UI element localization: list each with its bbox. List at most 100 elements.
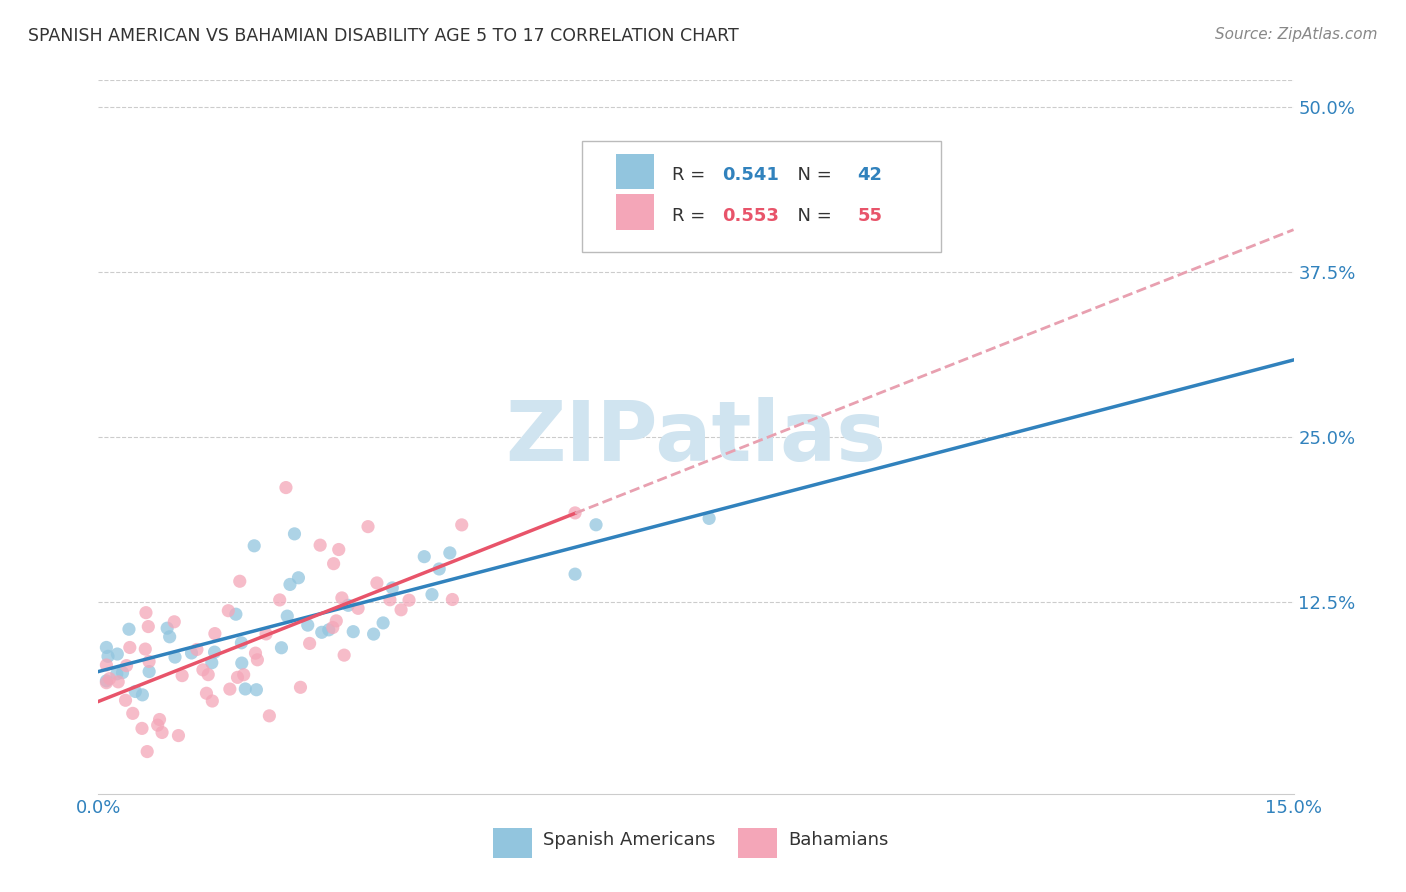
Point	[246, 653, 269, 667]
Point	[180, 646, 202, 660]
Point	[325, 614, 347, 628]
Point	[585, 517, 607, 532]
Point	[274, 481, 297, 495]
Point	[218, 682, 240, 697]
Point	[204, 645, 226, 659]
Text: N =: N =	[786, 166, 837, 184]
Point	[330, 591, 353, 605]
Text: Bahamians: Bahamians	[787, 831, 889, 849]
Point	[163, 615, 186, 629]
Point	[427, 562, 450, 576]
Point	[114, 693, 136, 707]
Point	[225, 607, 247, 622]
Point	[107, 674, 129, 689]
Point	[254, 627, 277, 641]
Point	[163, 650, 186, 665]
Point	[191, 663, 214, 677]
Point	[172, 668, 194, 682]
Bar	[616, 194, 654, 230]
Point	[156, 621, 179, 635]
Point	[118, 622, 141, 636]
Point	[138, 665, 160, 679]
Point	[146, 718, 169, 732]
Point	[201, 694, 224, 708]
Point	[366, 576, 388, 591]
Text: R =: R =	[672, 207, 711, 225]
Bar	[616, 153, 654, 189]
Point	[245, 646, 267, 660]
Text: 42: 42	[858, 166, 883, 184]
Point	[115, 658, 138, 673]
Point	[232, 667, 254, 681]
Point	[283, 527, 305, 541]
Point	[96, 658, 118, 673]
Point	[441, 592, 464, 607]
Point	[357, 519, 380, 533]
Point	[333, 648, 356, 662]
Point	[229, 574, 252, 589]
Text: Spanish Americans: Spanish Americans	[543, 831, 716, 849]
Point	[111, 665, 134, 680]
Point	[298, 636, 321, 650]
Point	[197, 667, 219, 681]
Point	[136, 619, 159, 633]
Bar	[738, 828, 778, 858]
Point	[136, 745, 159, 759]
Point	[420, 588, 443, 602]
Point	[381, 581, 404, 595]
Point	[226, 670, 249, 684]
Point	[134, 642, 156, 657]
Text: Source: ZipAtlas.com: Source: ZipAtlas.com	[1215, 27, 1378, 42]
Point	[96, 673, 118, 688]
Text: N =: N =	[786, 207, 837, 225]
Point	[697, 511, 720, 525]
Text: 0.553: 0.553	[723, 207, 779, 225]
Text: R =: R =	[672, 166, 711, 184]
Point	[150, 725, 173, 739]
Point	[398, 593, 420, 607]
Text: SPANISH AMERICAN VS BAHAMIAN DISABILITY AGE 5 TO 17 CORRELATION CHART: SPANISH AMERICAN VS BAHAMIAN DISABILITY …	[28, 27, 740, 45]
Point	[231, 656, 253, 670]
Point	[159, 630, 181, 644]
Point	[318, 623, 340, 637]
Point	[564, 506, 586, 520]
Point	[347, 601, 370, 615]
Point	[201, 656, 224, 670]
Point	[167, 729, 190, 743]
Point	[322, 557, 344, 571]
Point	[290, 681, 312, 695]
Point	[278, 577, 301, 591]
Point	[135, 606, 157, 620]
Point	[297, 618, 319, 632]
Point	[363, 627, 385, 641]
Point	[96, 675, 118, 690]
Point	[328, 542, 350, 557]
Point	[195, 686, 218, 700]
Point	[148, 713, 170, 727]
Point	[105, 647, 128, 661]
Point	[96, 640, 118, 655]
Point	[186, 642, 208, 657]
Point	[389, 603, 412, 617]
Point	[98, 672, 121, 686]
Point	[217, 604, 239, 618]
Point	[450, 517, 472, 532]
Point	[337, 599, 360, 613]
Text: 0.541: 0.541	[723, 166, 779, 184]
Point	[243, 539, 266, 553]
Point	[276, 609, 298, 624]
Point	[309, 538, 332, 552]
Point	[342, 624, 364, 639]
Point	[311, 625, 333, 640]
Point	[413, 549, 436, 564]
Point	[259, 709, 281, 723]
Point	[233, 681, 256, 696]
Point	[204, 626, 226, 640]
Point	[269, 593, 291, 607]
Point	[231, 636, 253, 650]
Point	[270, 640, 292, 655]
FancyBboxPatch shape	[582, 141, 941, 252]
Text: ZIPatlas: ZIPatlas	[506, 397, 886, 477]
Point	[105, 666, 128, 681]
Point	[245, 682, 267, 697]
